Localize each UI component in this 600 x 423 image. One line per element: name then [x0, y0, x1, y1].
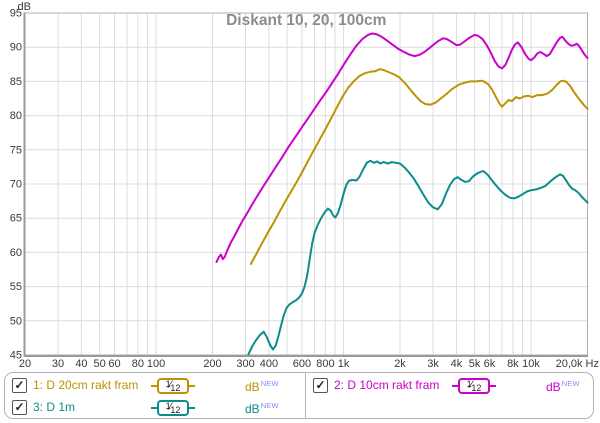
smoothing-fraction: 1 ⁄ 12 — [157, 400, 189, 416]
svg-text:10k: 10k — [522, 358, 540, 370]
badge-stub-icon — [189, 385, 195, 387]
svg-text:50: 50 — [93, 358, 105, 370]
svg-text:65: 65 — [10, 213, 22, 225]
smoothing-fraction: 1 ⁄ 12 — [157, 378, 189, 394]
legend-entry-3: ✓ 3: D 1m 1 ⁄ 12 dBNEW — [5, 397, 304, 418]
svg-text:20: 20 — [19, 358, 31, 370]
legend-divider — [305, 373, 306, 418]
svg-text:50: 50 — [10, 315, 22, 327]
svg-text:75: 75 — [10, 144, 22, 156]
trace-1-checkbox[interactable]: ✓ — [12, 378, 27, 393]
trace-2-label[interactable]: 2: D 10cm rakt fram — [334, 378, 440, 392]
svg-text:1k: 1k — [338, 358, 350, 370]
svg-text:60: 60 — [10, 247, 22, 259]
svg-text:5k: 5k — [469, 358, 481, 370]
svg-text:4k: 4k — [451, 358, 463, 370]
legend-column-left: ✓ 1: D 20cm rakt fram 1 ⁄ 12 dBNEW ✓ 3: D … — [5, 374, 304, 417]
svg-text:30: 30 — [52, 358, 64, 370]
legend-panel: ✓ 1: D 20cm rakt fram 1 ⁄ 12 dBNEW ✓ 3: D … — [4, 372, 594, 419]
svg-text:200: 200 — [203, 358, 221, 370]
badge-stub-icon — [490, 385, 496, 387]
svg-text:300: 300 — [236, 358, 254, 370]
svg-text:40: 40 — [75, 358, 87, 370]
trace-3-unit-label: dBNEW — [245, 401, 279, 416]
trace-2-unit-label: dBNEW — [546, 379, 580, 394]
legend-column-right: ✓ 2: D 10cm rakt fram 1 ⁄ 12 dBNEW — [306, 374, 593, 417]
svg-text:90: 90 — [10, 42, 22, 54]
trace-1-label[interactable]: 1: D 20cm rakt fram — [33, 378, 139, 392]
svg-text:600: 600 — [293, 358, 311, 370]
svg-text:80: 80 — [10, 110, 22, 122]
new-flag: NEW — [260, 379, 279, 388]
svg-text:dB: dB — [18, 1, 31, 13]
svg-text:400: 400 — [260, 358, 278, 370]
badge-stub-icon — [452, 385, 458, 387]
svg-text:70: 70 — [10, 179, 22, 191]
new-flag: NEW — [260, 401, 279, 410]
svg-text:Diskant 10, 20, 100cm: Diskant 10, 20, 100cm — [226, 12, 386, 29]
trace-3-label[interactable]: 3: D 1m — [33, 400, 76, 414]
trace-1-smoothing-badge[interactable]: 1 ⁄ 12 — [151, 378, 195, 394]
svg-text:8k: 8k — [507, 358, 519, 370]
badge-stub-icon — [151, 385, 157, 387]
svg-text:3k: 3k — [427, 358, 439, 370]
badge-stub-icon — [189, 407, 195, 409]
trace-3-checkbox[interactable]: ✓ — [12, 400, 27, 415]
badge-stub-icon — [151, 407, 157, 409]
new-flag: NEW — [561, 379, 580, 388]
svg-text:45: 45 — [10, 350, 22, 362]
legend-empty-row — [306, 397, 593, 418]
svg-text:800: 800 — [316, 358, 334, 370]
legend-entry-2: ✓ 2: D 10cm rakt fram 1 ⁄ 12 dBNEW — [306, 375, 593, 396]
svg-text:2k: 2k — [394, 358, 406, 370]
svg-text:100: 100 — [147, 358, 165, 370]
svg-text:95: 95 — [10, 8, 22, 20]
svg-text:6k: 6k — [484, 358, 496, 370]
trace-3-smoothing-badge[interactable]: 1 ⁄ 12 — [151, 400, 195, 416]
trace-2-smoothing-badge[interactable]: 1 ⁄ 12 — [452, 378, 496, 394]
svg-text:60: 60 — [108, 358, 120, 370]
svg-text:80: 80 — [132, 358, 144, 370]
svg-text:55: 55 — [10, 281, 22, 293]
trace-1-unit-label: dBNEW — [245, 379, 279, 394]
svg-text:20,0k Hz: 20,0k Hz — [556, 358, 599, 370]
smoothing-fraction: 1 ⁄ 12 — [458, 378, 490, 394]
legend-entry-1: ✓ 1: D 20cm rakt fram 1 ⁄ 12 dBNEW — [5, 375, 304, 396]
frequency-response-chart: 95 90 85 80 75 70 65 60 55 50 45 20 30 40 50 60 80 100 200… — [10, 1, 599, 370]
trace-2-checkbox[interactable]: ✓ — [313, 378, 328, 393]
svg-text:85: 85 — [10, 76, 22, 88]
